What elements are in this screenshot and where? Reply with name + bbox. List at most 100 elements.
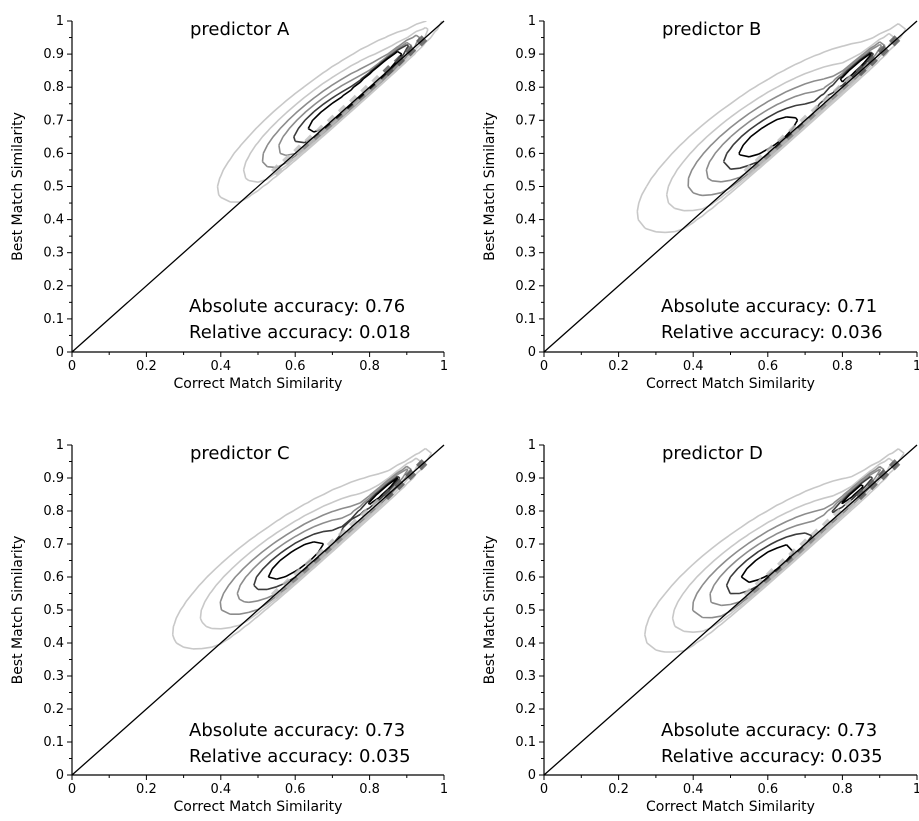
x-tick-label: 1	[913, 782, 919, 797]
y-tick-label: 0.2	[43, 279, 64, 294]
x-tick-label: 0.6	[285, 359, 306, 374]
y-tick-label: 0.1	[43, 312, 64, 327]
y-tick-label: 0.9	[515, 471, 536, 486]
x-tick-label: 0	[68, 782, 76, 797]
x-tick-label: 0.6	[757, 782, 778, 797]
panel-title: predictor B	[662, 19, 761, 40]
y-tick-label: 0.7	[43, 537, 64, 552]
y-tick-label: 0.1	[515, 312, 536, 327]
panel-predictor-c: 0 0.1 0.2 0.3 0.4 0.5 0.6 0.7 0.8 0.9 1 0 0.2 0.4 0.6 0…	[10, 438, 448, 815]
y-axis-title: Best Match Similarity	[482, 536, 498, 685]
accuracy-annotation: Absolute accuracy: 0.73	[661, 720, 877, 741]
y-axis-title: Best Match Similarity	[482, 112, 498, 261]
contour-level-2	[242, 26, 429, 183]
y-tick-label: 0.2	[515, 279, 536, 294]
accuracy-annotation: Absolute accuracy: 0.76	[189, 296, 405, 317]
y-tick-label: 0.4	[43, 213, 64, 228]
x-axis-title: Correct Match Similarity	[174, 799, 343, 815]
y-tick-label: 0.5	[43, 603, 64, 618]
y-tick-label: 0.2	[43, 702, 64, 717]
x-tick-label: 0	[540, 782, 548, 797]
diagonal-line	[71, 20, 445, 353]
y-tick-label: 0.3	[515, 669, 536, 684]
y-tick-label: 0.9	[43, 47, 64, 62]
y-tick-label: 0.4	[515, 636, 536, 651]
diagonal-line	[71, 444, 445, 776]
contour-level-2	[199, 457, 422, 630]
y-tick-label: 0	[56, 345, 64, 360]
y-tick-label: 0.6	[515, 146, 536, 161]
y-tick-label: 0.9	[515, 47, 536, 62]
x-tick-label: 0.6	[757, 359, 778, 374]
y-tick-label: 0.2	[515, 702, 536, 717]
accuracy-annotation: Absolute accuracy: 0.71	[661, 296, 877, 317]
x-axis-title: Correct Match Similarity	[646, 376, 815, 392]
y-tick-label: 0.8	[515, 80, 536, 95]
y-tick-label: 0.3	[43, 246, 64, 261]
panel-title: predictor C	[190, 443, 290, 464]
x-tick-label: 0.4	[683, 782, 704, 797]
y-tick-label: 0	[56, 768, 64, 783]
accuracy-annotation: Absolute accuracy: 0.73	[189, 720, 405, 741]
y-tick-label: 0.6	[43, 146, 64, 161]
panel-predictor-b: 0 0.1 0.2 0.3 0.4 0.5 0.6 0.7 0.8 0.9 1 0 0.2 0.4 0.6 0…	[482, 14, 919, 392]
y-tick-label: 1	[56, 14, 64, 29]
contour-layer	[171, 447, 433, 650]
contour-level-6	[738, 52, 873, 158]
y-tick-label: 0.5	[43, 180, 64, 195]
contour-level-5	[293, 44, 410, 144]
contour-level-6	[267, 477, 399, 580]
y-tick-label: 1	[528, 14, 536, 29]
x-tick-label: 0.4	[210, 782, 231, 797]
y-tick-label: 0.4	[515, 213, 536, 228]
x-tick-label: 0.8	[359, 782, 380, 797]
y-tick-label: 0.1	[515, 735, 536, 750]
contour-level-4	[705, 43, 883, 183]
y-tick-label: 0.3	[515, 246, 536, 261]
x-tick-label: 1	[440, 782, 448, 797]
x-tick-label: 0.4	[210, 359, 231, 374]
panel-predictor-a: 0 0.1 0.2 0.3 0.4 0.5 0.6 0.7 0.8 0.9 1 0 0.2 0.4 0.6 0…	[10, 14, 448, 392]
y-tick-label: 0.6	[43, 570, 64, 585]
y-tick-label: 0.7	[43, 113, 64, 128]
y-tick-label: 1	[528, 438, 536, 453]
x-tick-label: 0.8	[359, 359, 380, 374]
y-tick-label: 0.4	[43, 636, 64, 651]
x-tick-label: 0.2	[608, 359, 629, 374]
y-tick-label: 0.8	[43, 504, 64, 519]
contour-layer	[636, 22, 907, 234]
accuracy-annotation: Relative accuracy: 0.018	[189, 322, 411, 343]
x-tick-label: 0.4	[683, 359, 704, 374]
y-tick-label: 0.8	[515, 504, 536, 519]
accuracy-annotation: Relative accuracy: 0.035	[661, 746, 883, 767]
y-tick-label: 0.9	[43, 471, 64, 486]
accuracy-annotation: Relative accuracy: 0.035	[189, 746, 411, 767]
contour-level-1	[636, 22, 907, 234]
y-tick-label: 0.3	[43, 669, 64, 684]
x-tick-label: 0	[68, 359, 76, 374]
y-tick-label: 0	[528, 345, 536, 360]
diagonal-line	[543, 444, 918, 776]
y-tick-label: 0.5	[515, 603, 536, 618]
accuracy-annotation: Relative accuracy: 0.036	[661, 322, 883, 343]
y-tick-label: 0	[528, 768, 536, 783]
diagonal-line	[543, 20, 918, 353]
x-axis-title: Correct Match Similarity	[174, 376, 343, 392]
contour-layer	[216, 21, 443, 203]
contour-level-4	[236, 468, 409, 604]
y-tick-label: 0.7	[515, 113, 536, 128]
contour-level-2	[671, 457, 894, 633]
contour-level-1	[644, 448, 905, 653]
x-tick-label: 0.2	[136, 359, 157, 374]
x-tick-label: 0.6	[285, 782, 306, 797]
x-axis-title: Correct Match Similarity	[646, 799, 815, 815]
y-tick-label: 0.8	[43, 80, 64, 95]
panel-title: predictor A	[190, 19, 290, 40]
contour-level-1	[216, 21, 443, 203]
y-tick-label: 0.1	[43, 735, 64, 750]
panel-title: predictor D	[662, 443, 763, 464]
x-tick-label: 0.8	[832, 782, 853, 797]
y-tick-label: 0.7	[515, 537, 536, 552]
y-tick-label: 0.5	[515, 180, 536, 195]
